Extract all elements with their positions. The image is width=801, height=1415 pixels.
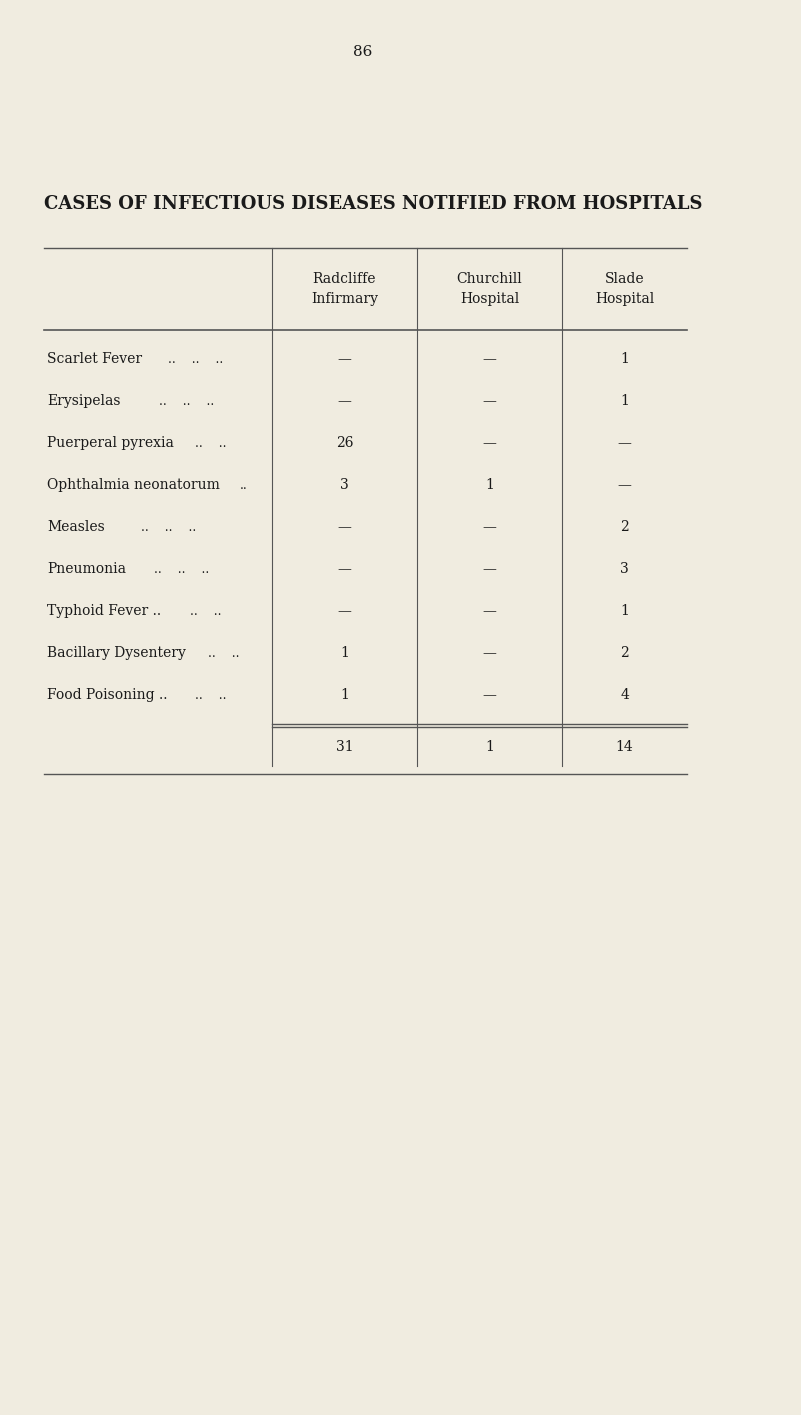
Text: ..    ..: .. .. <box>195 436 227 450</box>
Text: —: — <box>618 436 631 450</box>
Text: ..    ..    ..: .. .. .. <box>140 521 195 533</box>
Text: Food Poisoning ..: Food Poisoning .. <box>47 688 167 702</box>
Text: —: — <box>337 393 352 408</box>
Text: Erysipelas: Erysipelas <box>47 393 121 408</box>
Text: Radcliffe
Infirmary: Radcliffe Infirmary <box>311 272 378 306</box>
Text: 2: 2 <box>620 519 629 533</box>
Text: Bacillary Dysentery: Bacillary Dysentery <box>47 647 186 659</box>
Text: 1: 1 <box>485 740 494 754</box>
Text: —: — <box>482 519 497 533</box>
Text: —: — <box>482 647 497 659</box>
Text: Churchill
Hospital: Churchill Hospital <box>457 272 522 306</box>
Text: 26: 26 <box>336 436 353 450</box>
Text: —: — <box>337 604 352 618</box>
Text: CASES OF INFECTIOUS DISEASES NOTIFIED FROM HOSPITALS: CASES OF INFECTIOUS DISEASES NOTIFIED FR… <box>43 195 702 214</box>
Text: ..    ..    ..: .. .. .. <box>159 395 214 408</box>
Text: —: — <box>337 562 352 576</box>
Text: 1: 1 <box>620 604 629 618</box>
Text: Slade
Hospital: Slade Hospital <box>595 272 654 306</box>
Text: 1: 1 <box>620 393 629 408</box>
Text: 3: 3 <box>620 562 629 576</box>
Text: ..    ..    ..: .. .. .. <box>167 352 223 365</box>
Text: —: — <box>337 519 352 533</box>
Text: —: — <box>482 436 497 450</box>
Text: Typhoid Fever ..: Typhoid Fever .. <box>47 604 161 618</box>
Text: ..    ..: .. .. <box>208 647 240 659</box>
Text: ..    ..    ..: .. .. .. <box>154 563 209 576</box>
Text: 1: 1 <box>620 352 629 366</box>
Text: —: — <box>482 352 497 366</box>
Text: —: — <box>482 393 497 408</box>
Text: Ophthalmia neonatorum: Ophthalmia neonatorum <box>47 478 220 492</box>
Text: —: — <box>337 352 352 366</box>
Text: 1: 1 <box>485 478 494 492</box>
Text: ..: .. <box>240 478 248 491</box>
Text: 1: 1 <box>340 647 349 659</box>
Text: —: — <box>618 478 631 492</box>
Text: —: — <box>482 562 497 576</box>
Text: 31: 31 <box>336 740 353 754</box>
Text: Measles: Measles <box>47 519 105 533</box>
Text: Scarlet Fever: Scarlet Fever <box>47 352 143 366</box>
Text: 3: 3 <box>340 478 348 492</box>
Text: Pneumonia: Pneumonia <box>47 562 126 576</box>
Text: 4: 4 <box>620 688 629 702</box>
Text: ..    ..: .. .. <box>191 604 222 617</box>
Text: Puerperal pyrexia: Puerperal pyrexia <box>47 436 174 450</box>
Text: 1: 1 <box>340 688 349 702</box>
Text: ..    ..: .. .. <box>195 689 227 702</box>
Text: 86: 86 <box>353 45 372 59</box>
Text: —: — <box>482 604 497 618</box>
Text: 2: 2 <box>620 647 629 659</box>
Text: —: — <box>482 688 497 702</box>
Text: 14: 14 <box>616 740 634 754</box>
